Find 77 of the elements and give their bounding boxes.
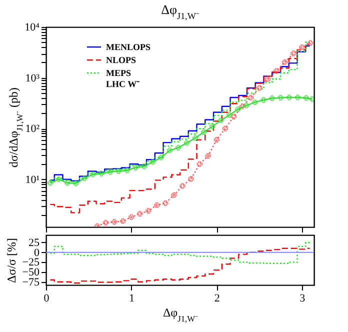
point — [260, 97, 266, 103]
point — [120, 218, 126, 224]
point — [192, 135, 198, 141]
point — [218, 118, 224, 124]
point — [47, 180, 54, 186]
point — [111, 219, 118, 225]
point — [146, 208, 152, 214]
point — [188, 176, 194, 182]
y-tick-label: 10³ — [25, 72, 40, 84]
point — [90, 172, 96, 178]
y-tick-label: −75 — [22, 276, 40, 288]
point — [116, 168, 122, 174]
point — [294, 94, 300, 100]
point — [273, 68, 280, 74]
point — [141, 164, 147, 170]
x-tick-label: 1 — [129, 292, 135, 304]
x-tick-label: 2 — [214, 292, 220, 304]
point — [282, 59, 288, 65]
point — [230, 114, 237, 120]
point — [226, 112, 232, 118]
point — [308, 40, 314, 46]
point — [73, 180, 79, 186]
point — [196, 161, 202, 167]
point — [166, 148, 173, 154]
point — [158, 154, 164, 160]
chart-title: Δφ$_{J1,W⁻}$ — [161, 2, 199, 21]
y-tick-label: −50 — [22, 266, 40, 279]
y-tick-label: 25 — [28, 236, 40, 249]
point — [222, 126, 228, 132]
point — [64, 180, 70, 186]
point — [214, 136, 220, 143]
y-tick-label: 0 — [34, 246, 40, 259]
point — [128, 214, 134, 220]
point — [239, 104, 246, 110]
point — [56, 176, 62, 182]
point — [154, 202, 160, 208]
legend-label: MEPS — [106, 68, 132, 78]
legend-label: NLOPS — [106, 55, 136, 65]
point — [269, 95, 275, 102]
y-axis-title: Δσ/σ [%] — [4, 238, 18, 283]
point — [278, 94, 284, 101]
point — [200, 129, 207, 135]
point — [256, 85, 262, 91]
point — [235, 106, 241, 112]
annotation: LHC W⁻ — [106, 79, 140, 89]
y-tick-label: 10² — [25, 123, 40, 136]
y-tick-label: 10⁴ — [24, 22, 40, 34]
point — [150, 159, 156, 165]
point — [98, 170, 104, 176]
point — [180, 183, 186, 189]
point — [309, 96, 314, 102]
point — [303, 95, 310, 101]
x-tick-label: 3 — [300, 292, 306, 304]
point — [124, 168, 130, 174]
point — [264, 76, 271, 82]
point — [248, 94, 254, 100]
point — [299, 44, 305, 50]
y-tick-label: −25 — [22, 256, 40, 269]
point — [286, 94, 292, 100]
point — [244, 102, 250, 108]
y-tick-label: 10¹ — [25, 174, 40, 186]
point — [102, 220, 109, 226]
point — [171, 192, 177, 198]
point — [107, 169, 113, 175]
point — [290, 50, 296, 56]
point — [205, 152, 211, 159]
point — [210, 124, 216, 130]
x-axis-title: Δφ$_{J1,W⁻}$ — [162, 306, 198, 323]
x-tick-label: 0 — [44, 292, 50, 304]
point — [132, 164, 138, 170]
point — [184, 140, 190, 146]
legend-label: MENLOPS — [106, 42, 151, 52]
point — [252, 99, 258, 106]
point — [136, 210, 143, 217]
point — [82, 175, 88, 182]
point — [175, 144, 182, 151]
point — [162, 200, 168, 206]
